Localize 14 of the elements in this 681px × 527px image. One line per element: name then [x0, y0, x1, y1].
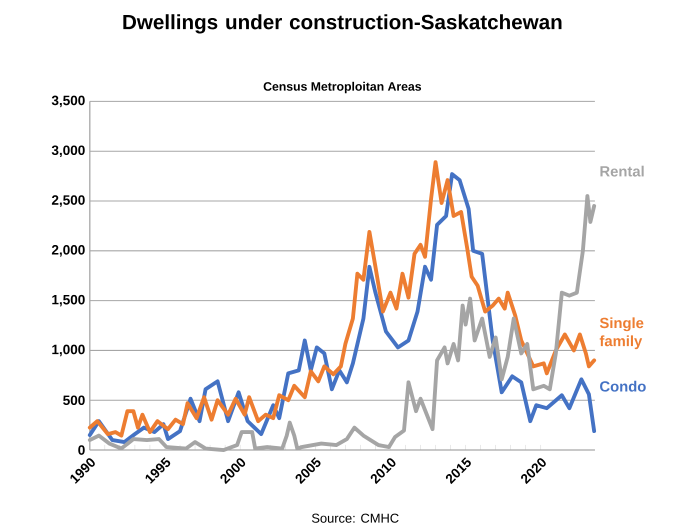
- source-note: Source: CMHC: [312, 513, 399, 523]
- y-tick-label: 1,500: [52, 294, 85, 306]
- y-tick-label: 2,500: [52, 195, 85, 207]
- y-tick-label: 0: [78, 445, 85, 455]
- series-label: Condo: [600, 380, 646, 392]
- series-label: Single family: [600, 317, 644, 350]
- y-tick-label: 3,000: [52, 145, 85, 157]
- y-tick-label: 1,000: [52, 344, 85, 356]
- y-tick-label: 500: [63, 395, 85, 405]
- y-tick-label: 3,500: [52, 96, 85, 108]
- series-label: Rental: [600, 166, 644, 176]
- chart-title: Dwellings under construction-Saskatchewan: [123, 14, 562, 34]
- y-tick-label: 2,000: [52, 244, 85, 256]
- chart-subtitle: Census Metroploitan Areas: [264, 82, 422, 94]
